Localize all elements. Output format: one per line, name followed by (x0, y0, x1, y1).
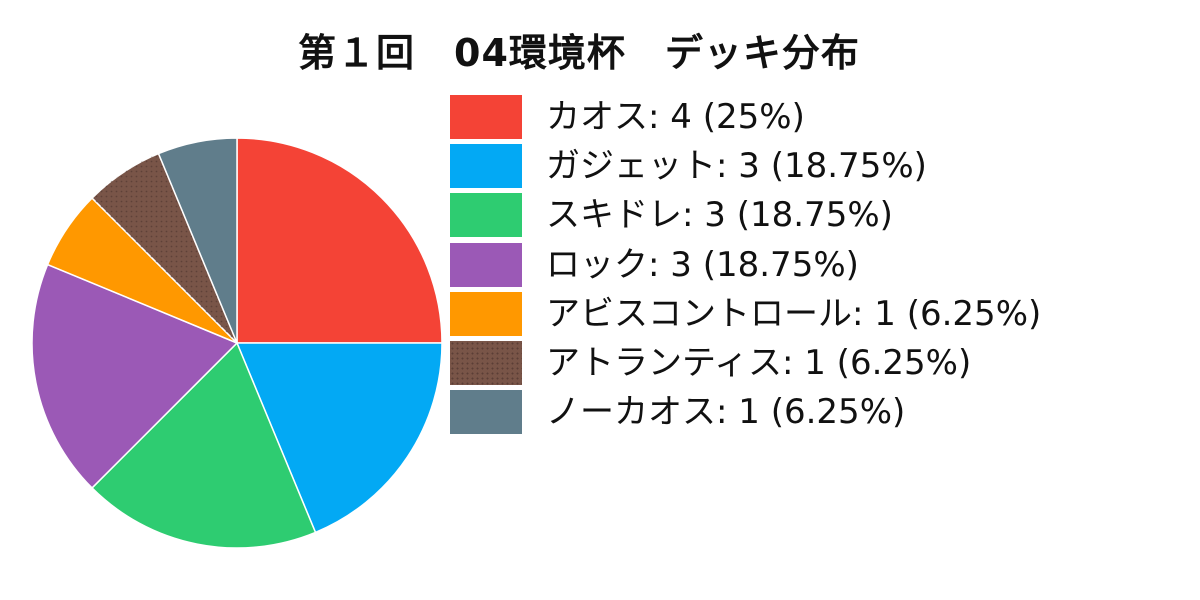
legend-percent: 25% (715, 96, 792, 137)
pie-slice-1 (236, 137, 443, 344)
legend-item: ロック: 3 (18.75%) (450, 240, 1041, 289)
legend-name: カオス (546, 96, 648, 137)
legend-swatch (450, 390, 522, 435)
pie-slice-7 (157, 137, 238, 344)
legend-value: 3 (738, 145, 760, 186)
legend-value: 3 (670, 244, 692, 285)
legend-value: 1 (874, 293, 896, 334)
pie-slice-3 (90, 341, 317, 549)
legend-label: アビスコントロール: 1 (6.25%) (546, 293, 1042, 334)
legend-item: ガジェット: 3 (18.75%) (450, 141, 1041, 190)
pie-slice-texture (92, 153, 237, 343)
legend-value: 1 (804, 343, 826, 384)
legend-item: アビスコントロール: 1 (6.25%) (450, 289, 1041, 338)
legend-label: ロック: 3 (18.75%) (546, 244, 859, 285)
legend-label: ガジェット: 3 (18.75%) (546, 145, 927, 186)
legend-swatch (450, 242, 522, 287)
legend-label: ノーカオス: 1 (6.25%) (546, 392, 906, 433)
legend-swatch (450, 193, 522, 238)
legend-percent: 6.25% (783, 392, 892, 433)
legend-value: 3 (704, 195, 726, 236)
legend-item: スキドレ: 3 (18.75%) (450, 191, 1041, 240)
legend-percent: 6.25% (849, 343, 958, 384)
legend-percent: 18.75% (783, 145, 914, 186)
legend-swatch (450, 143, 522, 188)
pie-slice-4 (31, 263, 239, 490)
legend-value: 1 (738, 392, 760, 433)
legend-name: ガジェット (546, 145, 716, 186)
legend-item: ノーカオス: 1 (6.25%) (450, 388, 1041, 437)
legend-percent: 18.75% (715, 244, 846, 285)
legend-label: スキドレ: 3 (18.75%) (546, 195, 893, 236)
legend-name: スキドレ (546, 195, 682, 236)
legend-label: アトランティス: 1 (6.25%) (546, 343, 972, 384)
legend-name: ノーカオス (546, 392, 716, 433)
legend-percent: 18.75% (749, 195, 880, 236)
pie-slice-2 (235, 342, 443, 534)
legend: カオス: 4 (25%) ガジェット: 3 (18.75%) スキドレ: 3 (… (450, 92, 1041, 437)
legend-percent: 6.25% (919, 293, 1028, 334)
legend-item: アトランティス: 1 (6.25%) (450, 338, 1041, 387)
legend-name: ロック (546, 244, 648, 285)
legend-name: アビスコントロール (546, 293, 852, 334)
legend-item: カオス: 4 (25%) (450, 92, 1041, 141)
legend-label: カオス: 4 (25%) (546, 96, 805, 137)
legend-name: アトランティス (546, 343, 782, 384)
legend-swatch (450, 291, 522, 336)
legend-swatch (450, 341, 522, 386)
chart-title: 第１回 04環境杯 デッキ分布 (298, 31, 860, 75)
legend-swatch (450, 94, 522, 139)
legend-value: 4 (670, 96, 692, 137)
